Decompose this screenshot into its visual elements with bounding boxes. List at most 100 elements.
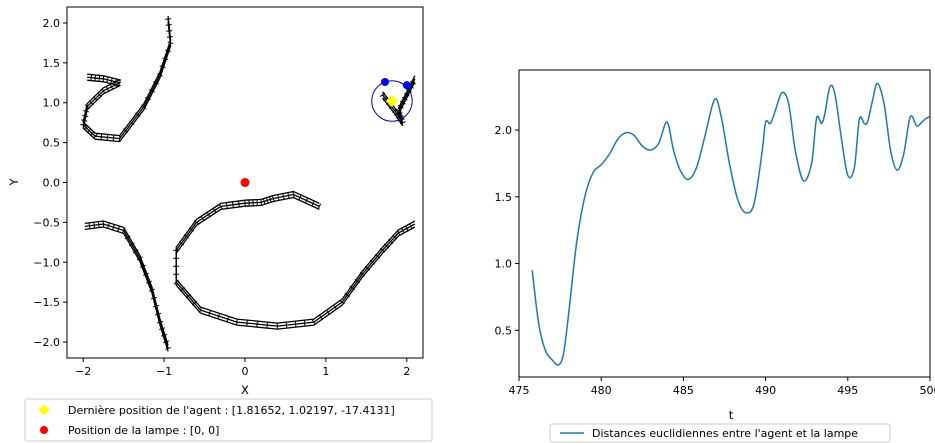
y-tick-label: 0.5 <box>495 324 513 337</box>
trajectory-tick <box>311 319 316 325</box>
y-tick-label: 1.5 <box>495 191 513 204</box>
x-tick-label: 2 <box>403 365 410 378</box>
distance-series-group <box>531 82 931 366</box>
trajectory-tick <box>92 96 98 102</box>
trajectory-tick <box>86 128 92 134</box>
trajectory-tick <box>165 347 172 350</box>
agent-legend-marker <box>38 404 50 416</box>
trajectory-tick <box>167 41 174 45</box>
left-trajectory-plot: −2 −1 0 1 2 −2.0 −1.5 −1.0 −0.5 0.0 0.5 1.0 1.5 2.0 X… <box>7 6 424 397</box>
y-tick-label: 2.0 <box>43 17 61 30</box>
trajectory-tick <box>128 242 135 247</box>
trajectory-tick <box>145 280 152 284</box>
trajectory-tick <box>106 76 109 83</box>
trajectory-tick <box>166 36 173 38</box>
trajectory-tick <box>374 253 381 259</box>
trajectory-tick <box>294 321 297 328</box>
trajectory-tick <box>94 74 97 82</box>
trajectory-tick <box>161 333 168 337</box>
trajectory-tick <box>408 223 413 230</box>
left-y-axis-label: Y <box>7 178 21 187</box>
trajectory-tick <box>403 92 410 97</box>
trajectory-tick <box>132 249 139 254</box>
trajectory-line <box>175 196 416 330</box>
trajectory-tick <box>277 194 280 201</box>
trajectory-tick <box>179 286 185 292</box>
trajectory-tick <box>112 224 115 231</box>
trajectory-tick <box>148 288 155 292</box>
trajectory-tick <box>159 65 166 69</box>
trajectory-tick <box>325 309 331 315</box>
trajectory-tick <box>265 197 269 204</box>
trajectory-tick <box>395 108 402 113</box>
left-legend-box <box>24 398 433 442</box>
trajectory-tick <box>188 227 195 232</box>
trajectory-tick <box>145 96 151 101</box>
trajectory-tick <box>396 112 403 116</box>
trajectory-tick <box>262 198 266 205</box>
right-plot-frame <box>518 69 931 378</box>
trajectory-tick <box>401 96 408 101</box>
trajectory-tick <box>152 304 160 308</box>
agent-marker <box>385 94 398 107</box>
y-tick-label: 0.5 <box>43 137 61 150</box>
trajectory-tick <box>114 78 117 85</box>
trajectory-tick <box>118 135 121 142</box>
trajectory-tick <box>109 83 114 90</box>
trajectory-tick <box>159 327 166 331</box>
lamp-marker <box>240 178 250 187</box>
trajectory-tick <box>112 134 115 142</box>
x-tick-label: 0 <box>242 365 249 378</box>
trajectory-tick <box>244 200 246 207</box>
x-tick-label: 475 <box>509 384 530 397</box>
lamp-legend-label: Position de la lampe : [0, 0] <box>68 424 219 437</box>
x-tick-label: −1 <box>156 365 172 378</box>
trajectory-tick <box>399 121 406 125</box>
trajectory-tick <box>153 80 159 85</box>
trajectory-tick <box>268 196 272 203</box>
right-distance-plot: 475 480 485 490 495 500 0.5 1.0 1.5 2.0 t <box>495 69 935 422</box>
trajectory-tick <box>397 104 404 109</box>
trajectory-tick <box>395 114 402 119</box>
trajectory-tick <box>105 85 110 92</box>
lamp-legend-marker <box>40 426 48 434</box>
trajectory-tick <box>226 316 230 323</box>
trajectory-tick <box>364 265 370 271</box>
trajectory-tick <box>150 296 158 300</box>
trajectory-tick <box>369 259 376 265</box>
x-tick-label: 480 <box>591 384 612 397</box>
trajectory-tick <box>139 264 146 268</box>
trajectory-tick <box>393 111 400 116</box>
trajectory-tick <box>292 191 295 198</box>
trajectory-tick <box>339 299 345 305</box>
y-tick-label: 1.5 <box>43 57 61 70</box>
y-tick-label: 0.0 <box>43 177 61 190</box>
sensor-point <box>380 77 389 86</box>
x-tick-label: 1 <box>322 365 329 378</box>
trajectory-tick <box>97 221 100 228</box>
trajectory-tick <box>400 227 405 234</box>
trajectory-tick <box>100 133 103 140</box>
trajectory-tick <box>382 96 389 101</box>
trajectory-tick <box>359 271 365 277</box>
x-tick-label: 495 <box>837 384 858 397</box>
trajectory-tick <box>117 225 120 232</box>
trajectory-tick <box>102 75 105 82</box>
trajectory-tick <box>266 322 269 329</box>
trajectory-tick <box>154 312 162 316</box>
trajectory-tick <box>354 279 360 284</box>
trajectory-tick <box>225 202 228 209</box>
trajectory-tick <box>129 120 135 125</box>
left-legend: Dernière position de l'agent : [1.81652,… <box>24 398 433 442</box>
trajectory-tick <box>404 225 409 232</box>
trajectory-line <box>82 21 172 143</box>
trajectory-tick <box>287 192 290 199</box>
trajectory-tick <box>89 130 95 136</box>
trajectory-tick <box>380 247 386 253</box>
trajectory-tick <box>178 241 185 246</box>
left-x-axis-label: X <box>241 383 249 397</box>
trajectory-tick <box>124 235 131 240</box>
trajectory-tick <box>236 319 238 326</box>
trajectory-tick <box>81 119 88 122</box>
trajectory-tick <box>344 293 350 298</box>
